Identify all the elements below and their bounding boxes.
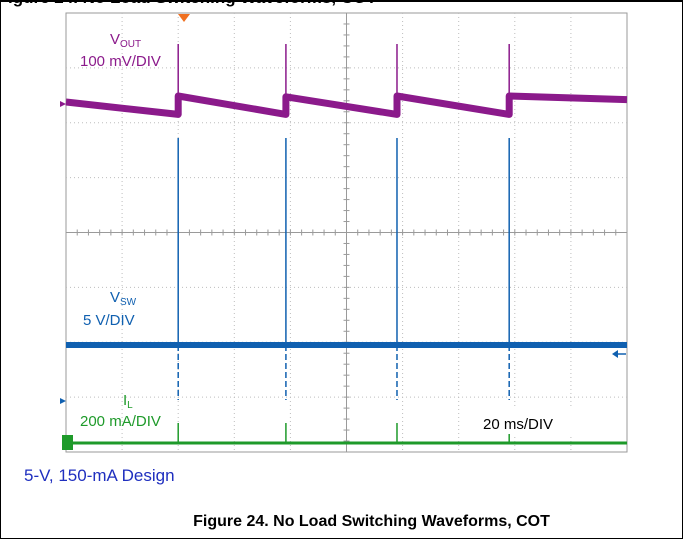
vout-ground-marker [60,101,66,107]
cropped-figure-title: igure 24. No Load Switching Waveforms, C… [8,0,678,8]
trigger-level-arrow [612,350,618,358]
top-rule [0,0,683,2]
il-ground-marker [62,435,73,450]
timebase-label: 20 ms/DIV [483,416,553,433]
vout-label-sub: OUT [120,39,141,50]
scope-traces [65,44,628,445]
design-label: 5-V, 150-mA Design [24,466,175,485]
oscilloscope-plot: VOUT 100 mV/DIV VSW 5 V/DIV IL 200 mA/DI… [60,12,628,453]
vsw-scale-label: 5 V/DIV [83,312,135,329]
vsw-ground-marker [60,398,66,404]
il-label-main: I [123,392,127,409]
vsw-label-main: V [110,289,120,306]
vout-scale-label: 100 mV/DIV [80,53,161,70]
vout-trace [65,92,628,118]
timebase-label-box [472,408,580,434]
vout-label-main: V [110,31,120,48]
il-label-sub: L [127,400,133,411]
scope-markers [60,14,626,450]
vout-label: VOUT [110,31,141,50]
figure-caption: Figure 24. No Load Switching Waveforms, … [193,513,550,530]
il-label: IL [123,392,133,411]
scope-grid [65,12,628,453]
vsw-label: VSW [110,289,137,308]
trigger-position-marker [178,14,190,22]
vsw-label-sub: SW [120,297,137,308]
il-scale-label: 200 mA/DIV [80,413,161,430]
